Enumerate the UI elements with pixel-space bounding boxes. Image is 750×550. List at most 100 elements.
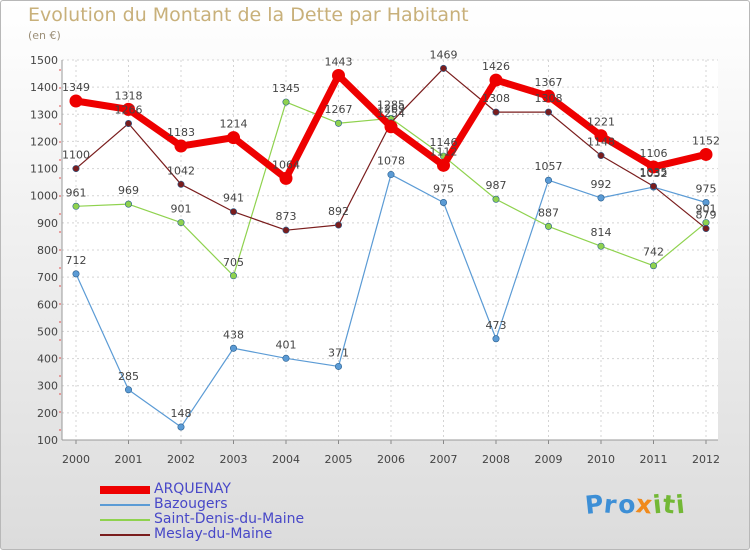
data-label-meslay-du-maine: 1042 — [167, 164, 195, 177]
legend-item: Bazougers — [100, 497, 304, 512]
data-label-saint-denis-du-maine: 1146 — [430, 136, 458, 149]
data-label-meslay-du-maine: 941 — [223, 192, 244, 205]
data-label-meslay-du-maine: 1148 — [587, 136, 615, 149]
data-label-meslay-du-maine: 1035 — [640, 166, 668, 179]
data-label-bazougers: 148 — [171, 407, 192, 420]
data-label-saint-denis-du-maine: 1267 — [325, 103, 353, 116]
x-tick-label: 2011 — [640, 453, 668, 466]
data-label-bazougers: 1032 — [640, 167, 668, 180]
data-label-meslay-du-maine: 1469 — [430, 48, 458, 61]
y-tick-label: 400 — [37, 353, 58, 366]
data-point-bazougers — [597, 194, 605, 202]
y-tick-label: 1400 — [30, 81, 58, 94]
data-point-saint-denis-du-maine — [282, 98, 290, 106]
legend-item: Meslay-du-Maine — [100, 527, 304, 542]
data-label-saint-denis-du-maine: 987 — [486, 179, 507, 192]
data-label-bazougers: 1078 — [377, 155, 405, 168]
data-point-saint-denis-du-maine — [177, 219, 185, 227]
data-point-saint-denis-du-maine — [230, 272, 238, 280]
y-tick-label: 700 — [37, 271, 58, 284]
data-point-arquenay — [279, 171, 293, 185]
data-point-meslay-du-maine — [544, 108, 552, 116]
data-point-bazougers — [439, 199, 447, 207]
y-tick-label: 900 — [37, 217, 58, 230]
data-point-arquenay — [332, 68, 345, 82]
data-label-arquenay: 1214 — [220, 118, 248, 131]
data-point-bazougers — [544, 176, 552, 184]
y-tick-label: 1300 — [30, 108, 58, 121]
data-point-arquenay — [174, 139, 188, 153]
y-tick-label: 500 — [37, 325, 58, 338]
data-point-bazougers — [72, 270, 80, 278]
legend-item: ARQUENAY — [100, 482, 304, 497]
data-point-saint-denis-du-maine — [72, 202, 80, 210]
data-label-arquenay: 1318 — [115, 89, 143, 102]
data-point-meslay-du-maine — [282, 226, 290, 234]
chart-legend: ARQUENAY Bazougers Saint-Denis-du-Maine Mes… — [100, 482, 304, 542]
data-point-bazougers — [125, 386, 133, 394]
data-point-meslay-du-maine — [125, 120, 133, 128]
data-point-arquenay — [122, 102, 135, 116]
legend-label: Meslay-du-Maine — [154, 526, 273, 542]
proxiti-logo: Proxiti — [584, 489, 687, 520]
data-point-bazougers — [282, 354, 290, 362]
data-label-bazougers: 1057 — [535, 160, 563, 173]
data-point-bazougers — [230, 344, 238, 352]
x-tick-label: 2007 — [430, 453, 458, 466]
data-point-bazougers — [334, 362, 342, 370]
y-tick-label: 600 — [37, 298, 58, 311]
data-label-saint-denis-du-maine: 742 — [643, 246, 664, 259]
data-label-bazougers: 473 — [486, 319, 507, 332]
data-point-arquenay — [384, 120, 398, 134]
x-tick-label: 2005 — [325, 453, 353, 466]
data-point-saint-denis-du-maine — [492, 195, 500, 203]
data-label-saint-denis-du-maine: 969 — [118, 184, 139, 197]
data-label-arquenay: 1221 — [587, 116, 615, 129]
data-label-saint-denis-du-maine: 1285 — [377, 98, 405, 111]
data-label-arquenay: 1183 — [167, 126, 195, 139]
legend-swatch — [100, 503, 150, 506]
y-tick-label: 200 — [37, 407, 58, 420]
data-label-bazougers: 371 — [328, 346, 349, 359]
legend-swatch — [100, 485, 150, 494]
data-point-meslay-du-maine — [439, 64, 447, 72]
data-label-meslay-du-maine: 879 — [696, 209, 717, 222]
data-label-arquenay: 1064 — [272, 158, 300, 171]
x-tick-label: 2008 — [482, 453, 510, 466]
data-label-saint-denis-du-maine: 705 — [223, 256, 244, 269]
legend-label: ARQUENAY — [154, 481, 231, 497]
data-label-meslay-du-maine: 1266 — [115, 104, 143, 117]
data-point-meslay-du-maine — [597, 152, 605, 160]
data-label-arquenay: 1349 — [62, 81, 90, 94]
data-point-saint-denis-du-maine — [649, 262, 657, 270]
data-label-meslay-du-maine: 873 — [276, 210, 297, 223]
data-point-meslay-du-maine — [702, 225, 710, 233]
data-point-saint-denis-du-maine — [544, 222, 552, 230]
chart-subtitle: (en €) — [28, 29, 61, 42]
data-label-arquenay: 1106 — [640, 147, 668, 160]
x-tick-label: 2006 — [377, 453, 405, 466]
data-point-bazougers — [177, 423, 185, 431]
x-tick-label: 2010 — [587, 453, 615, 466]
chart-title: Evolution du Montant de la Dette par Hab… — [28, 4, 469, 26]
data-label-saint-denis-du-maine: 901 — [696, 203, 717, 216]
data-point-meslay-du-maine — [492, 108, 500, 116]
data-label-saint-denis-du-maine: 814 — [591, 226, 612, 239]
data-point-saint-denis-du-maine — [125, 200, 133, 208]
data-label-arquenay: 1443 — [325, 55, 353, 68]
x-tick-label: 2009 — [535, 453, 563, 466]
data-point-arquenay — [542, 89, 555, 103]
legend-swatch — [100, 518, 150, 521]
data-point-arquenay — [227, 131, 240, 145]
data-label-arquenay: 1152 — [692, 134, 720, 147]
y-tick-label: 1200 — [30, 135, 58, 148]
data-point-arquenay — [69, 94, 83, 108]
data-label-bazougers: 992 — [591, 178, 612, 191]
x-tick-label: 2003 — [220, 453, 248, 466]
data-point-saint-denis-du-maine — [334, 119, 342, 127]
data-label-meslay-du-maine: 1308 — [482, 92, 510, 105]
data-label-meslay-du-maine: 1269 — [377, 103, 405, 116]
data-label-saint-denis-du-maine: 887 — [538, 206, 559, 219]
y-tick-label: 1100 — [30, 163, 58, 176]
